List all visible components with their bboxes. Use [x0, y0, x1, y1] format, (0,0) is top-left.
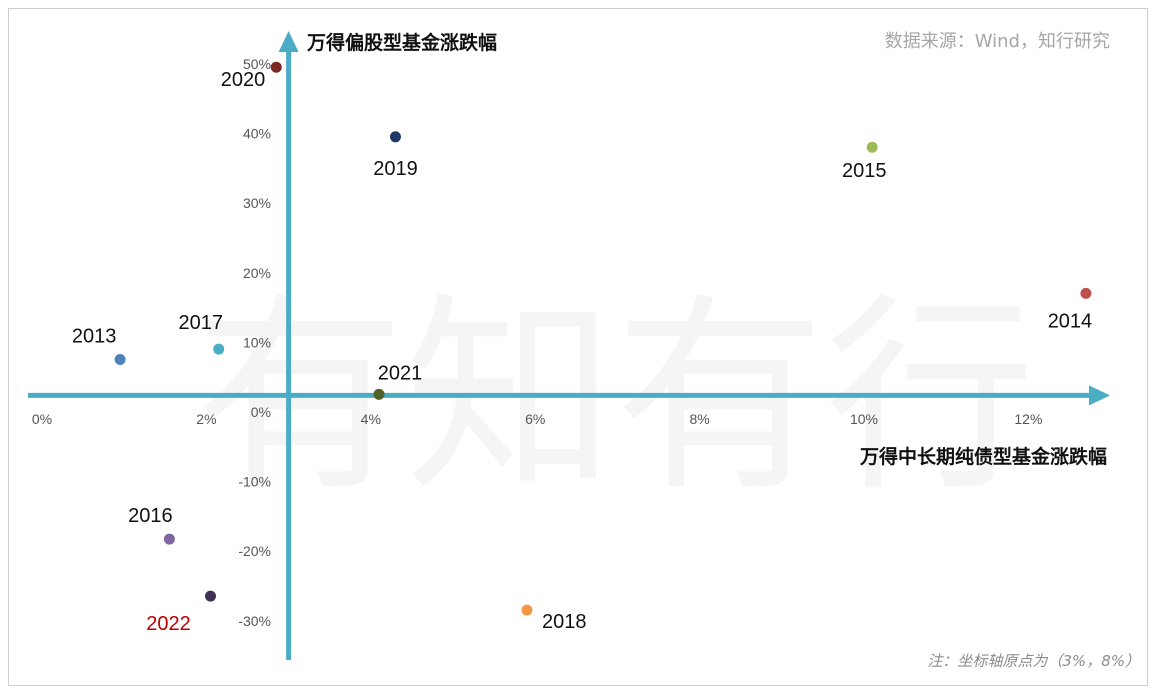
y-tick-label: -10%: [238, 474, 271, 490]
y-axis-arrow: [278, 31, 299, 52]
point-label-2021: 2021: [378, 362, 423, 384]
point-label-2018: 2018: [542, 611, 587, 633]
y-tick-label: 10%: [243, 334, 271, 350]
point-2018: [521, 604, 533, 616]
y-tick-label: 40%: [243, 126, 271, 142]
point-label-2022: 2022: [146, 613, 191, 635]
point-label-2014: 2014: [1048, 310, 1093, 332]
x-tick-label: 10%: [850, 411, 878, 427]
note-text: 注：坐标轴原点为（3%，8%）: [927, 652, 1140, 670]
point-2022: [205, 590, 217, 602]
y-tick-label: 50%: [243, 56, 271, 72]
x-axis-title: 万得中长期纯债型基金涨跌幅: [859, 445, 1107, 468]
x-tick-label: 12%: [1014, 411, 1042, 427]
point-2016: [163, 533, 175, 545]
point-2014: [1080, 287, 1092, 299]
x-tick-label: 8%: [689, 411, 709, 427]
y-tick-label: 30%: [243, 195, 271, 211]
y-tick-labels: 60% 50% 40% 30% 20% 10% 0% -10% -20% -30%: [238, 0, 271, 629]
x-tick-labels: 0% 2% 4% 6% 8% 10% 12%: [32, 411, 1043, 427]
point-2021: [373, 388, 385, 400]
chart-frame: [8, 8, 1148, 686]
y-tick-label: -30%: [238, 613, 271, 629]
x-tick-label: 2%: [196, 411, 216, 427]
y-tick-label: -20%: [238, 543, 271, 559]
axes: [28, 31, 1110, 660]
data-points: 2013 2014 2015 2016 2017 2018 2019 2020 2021 2022: [72, 61, 1093, 635]
y-axis-title: 万得偏股型基金涨跌幅: [306, 31, 497, 54]
point-label-2020: 2020: [221, 69, 266, 91]
x-tick-label: 4%: [361, 411, 381, 427]
x-axis-arrow: [1089, 385, 1110, 406]
x-tick-label: 0%: [32, 411, 52, 427]
x-tick-label: 6%: [525, 411, 545, 427]
y-tick-label: 0%: [251, 404, 271, 420]
point-2020: [270, 61, 282, 73]
point-2015: [866, 141, 878, 153]
point-label-2013: 2013: [72, 326, 117, 348]
point-label-2015: 2015: [842, 160, 887, 182]
y-tick-label: 60%: [243, 0, 271, 2]
point-label-2017: 2017: [178, 312, 223, 334]
point-2019: [389, 131, 401, 143]
point-2017: [213, 343, 225, 355]
point-label-2016: 2016: [128, 505, 173, 527]
point-2013: [114, 354, 126, 366]
y-tick-label: 20%: [243, 265, 271, 281]
source-text: 数据来源：Wind，知行研究: [885, 31, 1110, 52]
point-label-2019: 2019: [373, 158, 418, 180]
